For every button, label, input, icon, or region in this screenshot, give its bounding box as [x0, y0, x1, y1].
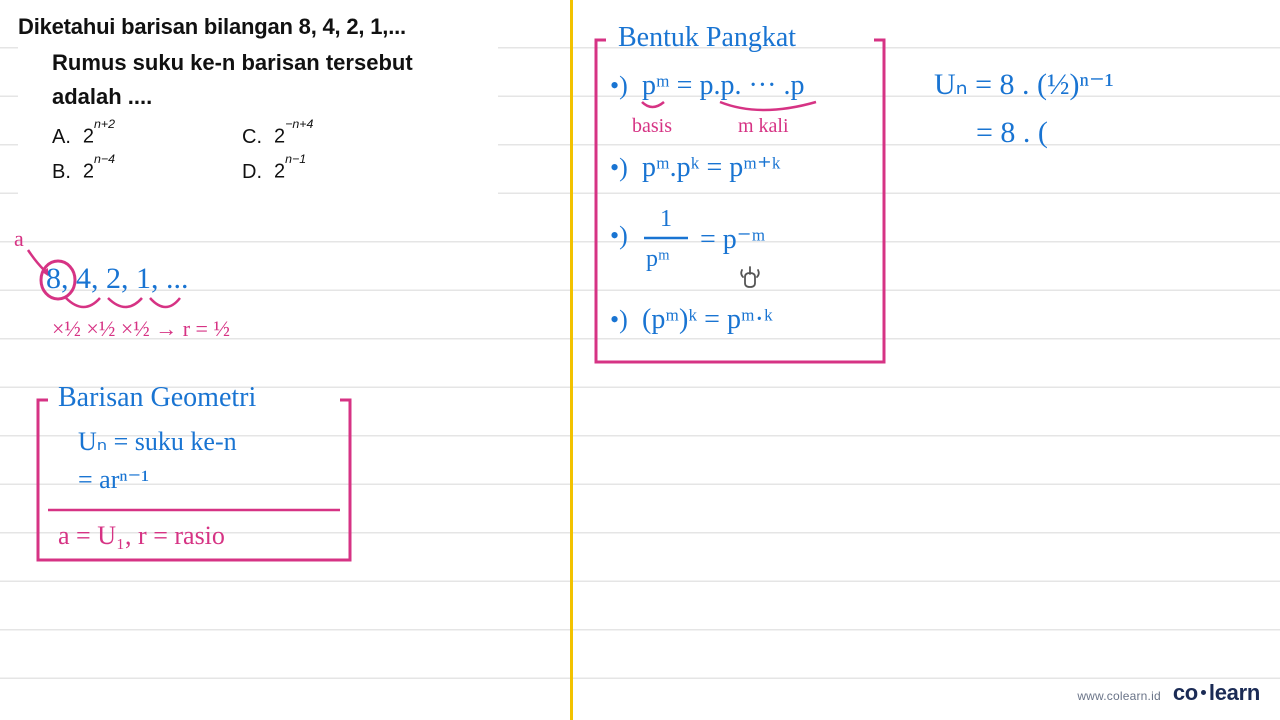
- pangkat-title: Bentuk Pangkat: [618, 22, 796, 53]
- option-d-expr: 2n−1: [274, 159, 306, 184]
- a-label: a: [14, 226, 24, 251]
- question-subtitle-1: Rumus suku ke-n barisan tersebut: [52, 46, 452, 80]
- bullet-icon: •): [610, 221, 628, 250]
- bullet-icon: •): [610, 71, 628, 100]
- vertical-divider: [570, 0, 573, 720]
- sequence-terms: 8, 4, 2, 1, ...: [46, 262, 189, 295]
- work-line-1: Uₙ = 8 . (½)ⁿ⁻¹: [934, 68, 1114, 101]
- option-c: C. 2−n+4: [242, 124, 432, 149]
- a-arrow-icon: [28, 250, 44, 270]
- pangkat-sub-basis: basis: [632, 115, 672, 137]
- ratio-arcs-icon: [66, 298, 180, 307]
- box-bentuk-pangkat: Bentuk Pangkat •) pᵐ = p.p. ··· .p basis…: [588, 16, 908, 376]
- pangkat-rule-3-den: pᵐ: [646, 246, 670, 272]
- handwriting-working: Uₙ = 8 . (½)ⁿ⁻¹ = 8 . (: [930, 60, 1260, 180]
- question-subtitle-2: adalah ....: [52, 80, 452, 114]
- geo-line-3: a = U₁, r = rasio: [58, 521, 225, 550]
- work-line-2: = 8 . (: [976, 116, 1048, 149]
- box-barisan-geometri: Barisan Geometri Uₙ = suku ke-n = arⁿ⁻¹ …: [30, 380, 370, 580]
- option-a-expr: 2n+2: [83, 124, 115, 149]
- option-d-label: D.: [242, 161, 262, 184]
- option-d: D. 2n−1: [242, 159, 432, 184]
- geo-box-title: Barisan Geometri: [58, 382, 256, 413]
- watermark-logo: colearn: [1173, 680, 1260, 706]
- pangkat-rule-2: pᵐ.pᵏ = pᵐ⁺ᵏ: [642, 152, 781, 183]
- bullet-icon: •): [610, 153, 628, 182]
- watermark-url: www.colearn.id: [1077, 689, 1161, 703]
- underbrace-basis-icon: [642, 102, 664, 107]
- underbrace-mkali-icon: [720, 102, 816, 110]
- option-a: A. 2n+2: [52, 124, 242, 149]
- option-a-label: A.: [52, 126, 71, 149]
- option-b: B. 2n−4: [52, 159, 242, 184]
- geo-line-1: Uₙ = suku ke-n: [78, 427, 237, 456]
- option-c-expr: 2−n+4: [274, 124, 313, 149]
- pangkat-rule-3-num: 1: [660, 206, 672, 232]
- option-c-label: C.: [242, 126, 262, 149]
- watermark: www.colearn.id colearn: [1077, 680, 1260, 706]
- question-title: Diketahui barisan bilangan 8, 4, 2, 1,..…: [18, 14, 498, 40]
- option-b-expr: 2n−4: [83, 159, 115, 184]
- pangkat-rule-3-rhs: = p⁻ᵐ: [700, 224, 766, 255]
- pangkat-rule-4: (pᵐ)ᵏ = pᵐ·ᵏ: [642, 304, 773, 335]
- options-grid: A. 2n+2 C. 2−n+4 B. 2n−4 D. 2n−1: [52, 124, 498, 183]
- pangkat-rule-1: pᵐ = p.p. ··· .p: [642, 70, 804, 101]
- ratio-steps: ×½ ×½ ×½ → r = ½: [52, 316, 230, 341]
- bullet-icon: •): [610, 305, 628, 334]
- dot-icon: [1201, 690, 1206, 695]
- geo-line-2: = arⁿ⁻¹: [78, 465, 149, 494]
- pangkat-sub-mkali: m kali: [738, 115, 789, 137]
- handwriting-sequence: a 8, 4, 2, 1, ... ×½ ×½ ×½ → r = ½: [8, 220, 408, 360]
- question-block: Diketahui barisan bilangan 8, 4, 2, 1,..…: [18, 10, 498, 198]
- option-b-label: B.: [52, 161, 71, 184]
